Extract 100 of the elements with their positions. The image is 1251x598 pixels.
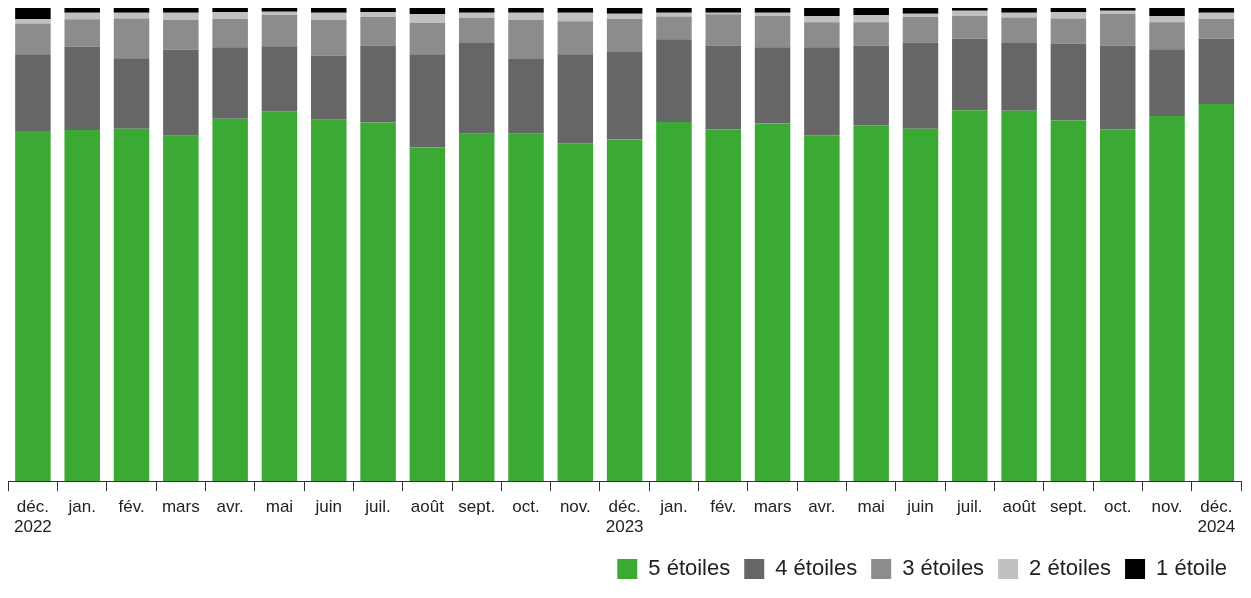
bar (64, 12, 100, 20)
bar (212, 47, 248, 119)
x-tick-label: déc. 2022 (14, 497, 52, 537)
bar (804, 8, 840, 17)
x-tick-label: juil. (364, 497, 391, 517)
bar (15, 54, 51, 132)
bar (853, 15, 889, 23)
bar (212, 8, 248, 13)
legend-label: 1 étoile (1156, 555, 1228, 581)
bar (804, 16, 840, 23)
bar (458, 43, 495, 134)
bar (557, 8, 594, 13)
x-tick-label: sept. (458, 497, 496, 517)
bar (1198, 12, 1235, 19)
bar (212, 118, 248, 482)
bar (754, 123, 791, 482)
bar (1198, 104, 1235, 482)
bar (113, 8, 150, 13)
bar (64, 19, 100, 47)
bar (261, 15, 298, 47)
bar (64, 130, 100, 482)
bar (902, 8, 939, 14)
bar (113, 128, 150, 482)
bar (458, 133, 495, 482)
bar (952, 38, 988, 111)
bar (163, 8, 199, 13)
bar (853, 8, 889, 16)
bar (508, 59, 544, 134)
bar (508, 8, 544, 13)
x-tick-label: août (410, 497, 445, 517)
bar (705, 45, 741, 130)
bar (360, 12, 396, 17)
x-tick-label: avr. (216, 497, 244, 517)
bar (952, 110, 988, 482)
bar (212, 18, 248, 48)
bar (508, 19, 544, 60)
x-tick-label: avr. (808, 497, 836, 517)
bar (1149, 49, 1185, 116)
bar (606, 52, 643, 140)
bar (1050, 8, 1087, 13)
bar (458, 17, 495, 44)
bar (557, 54, 594, 144)
bar (409, 22, 446, 55)
bar (1001, 17, 1037, 44)
bar (902, 16, 939, 43)
bar (360, 45, 396, 123)
bar (1099, 129, 1136, 482)
bar (1198, 8, 1235, 13)
legend-label: 3 étoiles (902, 555, 985, 581)
bar (311, 19, 347, 56)
bar (64, 46, 100, 131)
bar (656, 12, 692, 17)
legend-label: 5 étoiles (648, 555, 731, 581)
x-tick-label: nov. (559, 497, 591, 517)
bar (656, 122, 692, 482)
bar (754, 8, 791, 13)
bar (1149, 16, 1185, 23)
x-tick-label: mai (265, 497, 294, 517)
bar (1149, 115, 1185, 482)
bar (902, 128, 939, 482)
bar (1001, 8, 1037, 13)
bar (360, 8, 396, 13)
bar (754, 16, 791, 48)
bar (15, 131, 51, 482)
bar (853, 125, 889, 482)
bar (163, 12, 199, 20)
bar (656, 8, 692, 13)
legend-label: 2 étoiles (1029, 555, 1112, 581)
bar (409, 54, 446, 148)
bar (952, 8, 988, 11)
bar (261, 46, 298, 112)
bar (1099, 45, 1136, 130)
bar (853, 22, 889, 46)
bar (705, 14, 741, 46)
bar (311, 119, 347, 482)
bar (1198, 18, 1235, 39)
bar (15, 8, 51, 19)
bar (557, 21, 594, 55)
bar (163, 19, 199, 50)
x-tick-label: mars (161, 497, 200, 517)
bar (261, 8, 298, 12)
x-tick-label: fév. (118, 497, 145, 517)
bar (360, 122, 396, 482)
bar (1050, 12, 1087, 19)
bar (409, 147, 446, 482)
bar (557, 12, 594, 22)
bar (952, 10, 988, 17)
bar (557, 143, 594, 482)
bar (1149, 8, 1185, 17)
x-tick-label: juil. (956, 497, 983, 517)
bar (1198, 38, 1235, 105)
bar (409, 8, 446, 15)
bar (458, 8, 495, 13)
bar (1001, 43, 1037, 111)
x-tick-label: sept. (1049, 497, 1087, 517)
x-tick-label: août (1002, 497, 1036, 517)
bar (804, 47, 840, 136)
bar (311, 12, 347, 20)
bar (1050, 43, 1087, 121)
bar (1050, 18, 1087, 44)
